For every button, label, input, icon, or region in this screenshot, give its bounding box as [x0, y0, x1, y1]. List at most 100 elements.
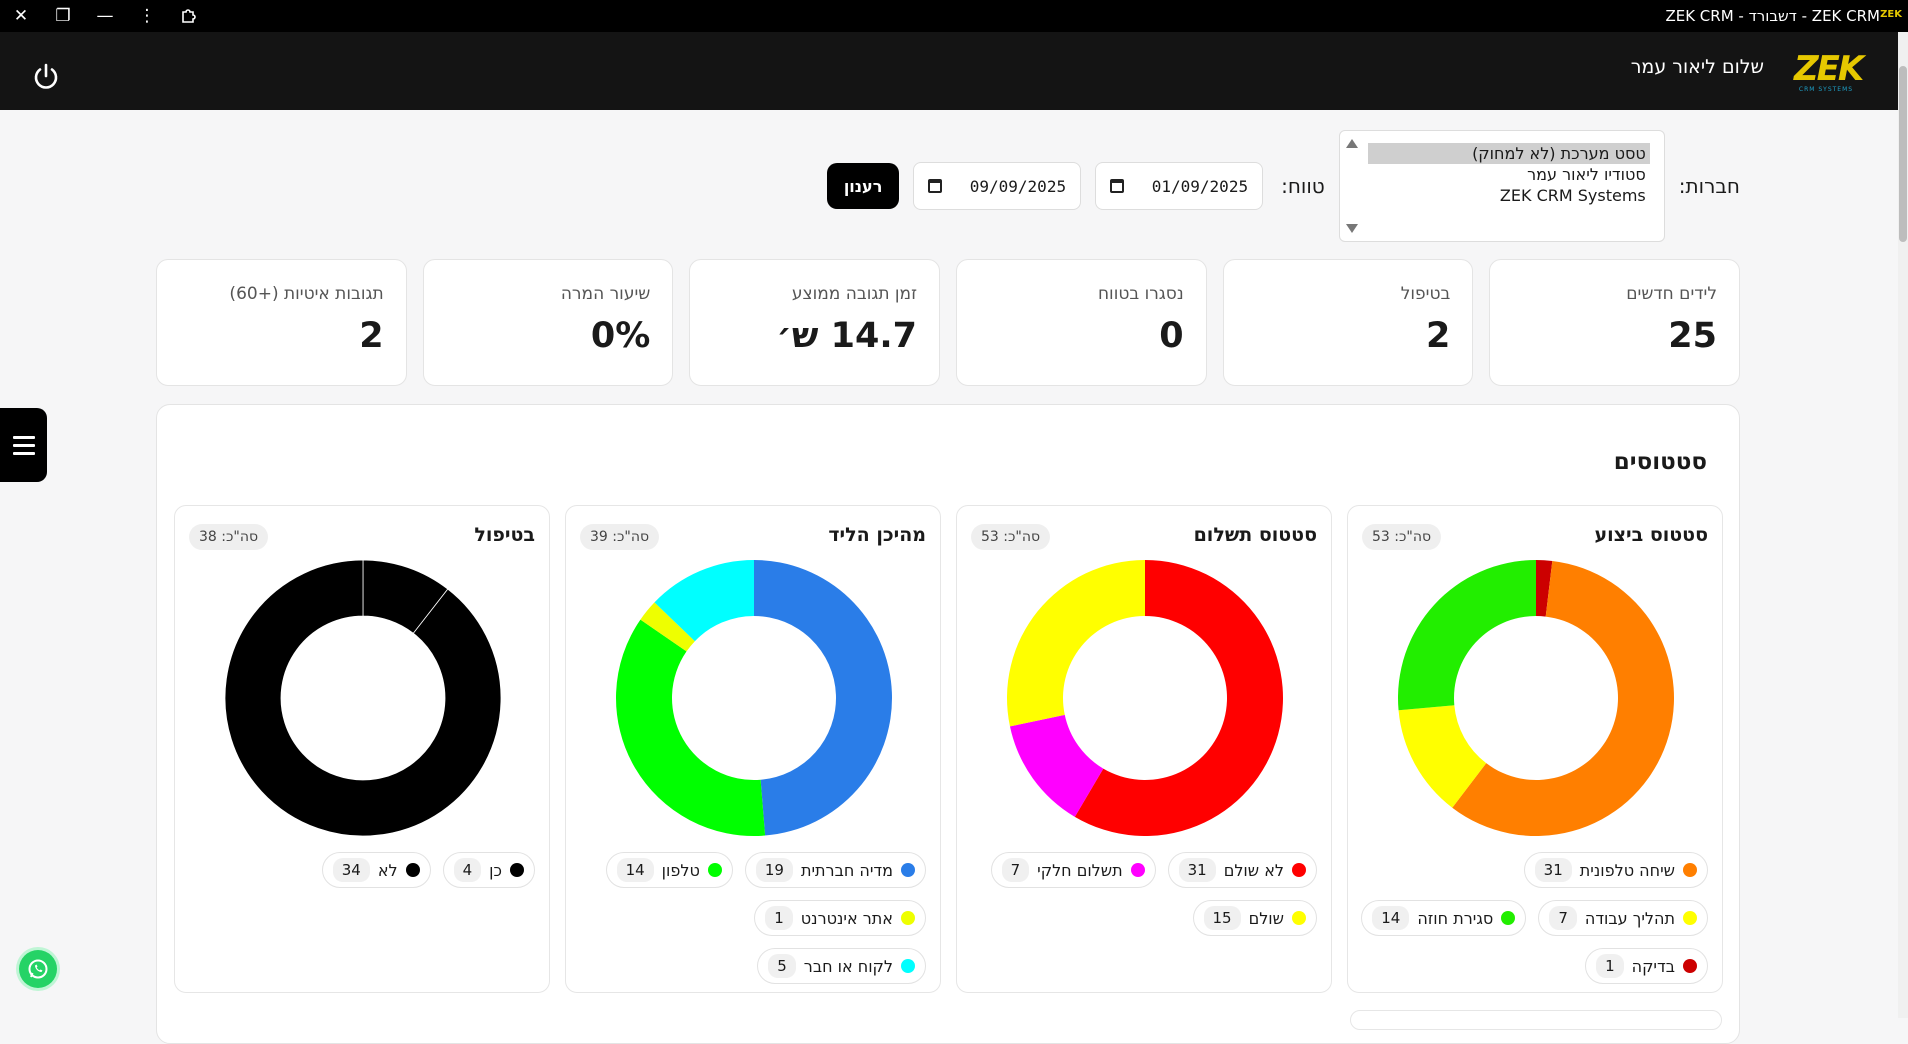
- donut-slice[interactable]: [616, 619, 766, 836]
- companies-label: חברות:: [1678, 174, 1740, 198]
- legend-count: 14: [616, 858, 654, 882]
- page-scrollbar[interactable]: [1898, 32, 1908, 1018]
- scrollbar-thumb[interactable]: [1899, 66, 1907, 242]
- legend-dot: [1130, 863, 1145, 877]
- date-from-input[interactable]: 01/09/2025: [1095, 162, 1264, 210]
- donut-slice[interactable]: [1398, 705, 1487, 808]
- app-logo[interactable]: ZEK CRM SYSTEMS: [1794, 51, 1864, 93]
- more-options-icon[interactable]: ⋮: [138, 6, 156, 26]
- legend-dot: [1501, 911, 1516, 925]
- legend-chip[interactable]: סגירת חוזה 14: [1361, 900, 1527, 936]
- company-option[interactable]: טסט מערכת (לא למחוק): [1367, 143, 1650, 164]
- companies-multiselect[interactable]: טסט מערכת (לא למחוק) סטודיו ליאור עמר ZE…: [1338, 130, 1665, 242]
- legend-chip[interactable]: לא שולם 31: [1167, 852, 1317, 888]
- legend-chip[interactable]: תשלום חלקי 7: [990, 852, 1156, 888]
- legend-chip[interactable]: מדיה חברתית 19: [744, 852, 926, 888]
- legend-dot: [405, 863, 420, 877]
- donut-chart: [616, 560, 893, 836]
- legend-dot: [1683, 959, 1697, 973]
- legend-chip[interactable]: שולם 15: [1192, 900, 1317, 936]
- refresh-button[interactable]: רענון: [827, 163, 900, 209]
- donut-slice[interactable]: [1009, 714, 1104, 817]
- kpi-value: 0%: [590, 316, 651, 356]
- kpi-label: זמן תגובה ממוצע: [791, 284, 917, 304]
- side-menu-toggle-hamburger-icon[interactable]: [0, 408, 47, 482]
- donut-slice[interactable]: [640, 602, 695, 652]
- chart-title: סטטוס תשלום: [1193, 524, 1317, 546]
- donut-slice[interactable]: [1398, 560, 1536, 711]
- kpi-card-slow-responses: תגובות איטיות (+60) 2: [155, 259, 407, 386]
- kpi-value: 2: [359, 316, 384, 356]
- window-titlebar: ✕ ❐ — ⋮ ZEK CRM - דשבורד - ZEK CRM ZEK: [0, 0, 1908, 32]
- kpi-card-in-progress: בטיפול 2: [1222, 259, 1474, 386]
- window-title: ZEK CRM - דשבורד - ZEK CRM: [1665, 7, 1880, 25]
- legend-count: 1: [765, 906, 793, 930]
- scroll-down-arrow-icon[interactable]: [1345, 224, 1358, 233]
- kpi-label: בטיפול: [1400, 284, 1451, 304]
- chart-legend: לא שולם 31 תשלום חלקי 7 שולם 15: [969, 852, 1317, 936]
- legend-chip[interactable]: כן 4: [442, 852, 535, 888]
- donut-chart: [1007, 560, 1283, 836]
- donut-slice[interactable]: [224, 559, 502, 837]
- company-option[interactable]: סטודיו ליאור עמר: [1527, 165, 1646, 184]
- minimize-icon[interactable]: —: [96, 6, 114, 26]
- donut-slice[interactable]: [1074, 560, 1283, 836]
- kpi-label: שיעור המרה: [560, 284, 651, 304]
- legend-dot: [1292, 863, 1306, 877]
- donut-slice[interactable]: [754, 560, 893, 836]
- legend-dot: [901, 911, 915, 925]
- legend-count: 34: [332, 858, 370, 882]
- donut-slice[interactable]: [654, 560, 754, 642]
- chart-total-badge: סה"כ: 38: [189, 524, 269, 550]
- calendar-icon[interactable]: [1110, 179, 1125, 193]
- kpi-label: לידים חדשים: [1626, 284, 1717, 304]
- legend-count: 7: [1549, 906, 1577, 930]
- legend-chip[interactable]: בדיקה 1: [1585, 948, 1708, 984]
- filters-bar: חברות: טסט מערכת (לא למחוק) סטודיו ליאור…: [827, 130, 1740, 242]
- scroll-up-arrow-icon[interactable]: [1345, 139, 1358, 148]
- legend-label: אתר אינטרנט: [800, 908, 893, 928]
- legend-chip[interactable]: לקוח או חבר 5: [757, 948, 926, 984]
- kpi-card-new-leads: לידים חדשים 25: [1489, 259, 1740, 386]
- company-option[interactable]: ZEK CRM Systems: [1499, 186, 1646, 205]
- legend-label: תהליך עבודה: [1584, 908, 1675, 928]
- kpi-value: 25: [1668, 316, 1717, 356]
- legend-label: בדיקה: [1631, 956, 1675, 976]
- legend-count: 14: [1372, 906, 1410, 930]
- legend-chip[interactable]: טלפון 14: [605, 852, 733, 888]
- donut-slice[interactable]: [1452, 560, 1674, 836]
- kpi-label: תגובות איטיות (+60): [229, 284, 384, 304]
- logout-power-icon[interactable]: [30, 60, 62, 92]
- chart-total-badge: סה"כ: 53: [971, 524, 1051, 550]
- logo-subtext: CRM SYSTEMS: [1798, 86, 1854, 93]
- legend-dot: [901, 959, 915, 973]
- legend-chip[interactable]: לא 34: [321, 852, 431, 888]
- donut-slice[interactable]: [1536, 560, 1553, 617]
- legend-chip[interactable]: שיחה טלפונית 31: [1523, 852, 1708, 888]
- whatsapp-icon[interactable]: [19, 950, 57, 988]
- calendar-icon[interactable]: [928, 179, 943, 193]
- chart-card: בטיפול סה"כ: 38 כן 4 לא 34: [174, 505, 550, 993]
- chart-total-badge: סה"כ: 39: [580, 524, 660, 550]
- legend-dot: [1292, 911, 1306, 925]
- user-greeting: שלום ליאור עמר: [1630, 56, 1764, 78]
- restore-icon[interactable]: ❐: [55, 6, 71, 26]
- legend-count: 15: [1203, 906, 1241, 930]
- chart-card: מהיכן הליד סה"כ: 39 מדיה חברתית 19 טלפון 14 את…: [565, 505, 941, 993]
- close-icon[interactable]: ✕: [13, 6, 29, 26]
- chart-title: מהיכן הליד: [828, 524, 926, 546]
- legend-count: 5: [768, 954, 796, 978]
- donut-slice[interactable]: [1007, 560, 1145, 727]
- kpi-value: 14.7 ש׳: [776, 316, 917, 356]
- chart-title: סטטוס ביצוע: [1594, 524, 1708, 546]
- kpi-card-conversion: שיעור המרה 0%: [422, 259, 674, 386]
- extension-icon[interactable]: [168, 0, 210, 32]
- legend-label: כן: [489, 860, 502, 880]
- date-from-value: 01/09/2025: [1151, 176, 1249, 196]
- chart-total-badge: סה"כ: 53: [1362, 524, 1442, 550]
- legend-chip[interactable]: תהליך עבודה 7: [1538, 900, 1708, 936]
- legend-chip[interactable]: אתר אינטרנט 1: [754, 900, 926, 936]
- legend-label: מדיה חברתית: [800, 860, 893, 880]
- legend-count: 7: [1001, 858, 1030, 882]
- date-to-input[interactable]: 09/09/2025: [913, 162, 1082, 210]
